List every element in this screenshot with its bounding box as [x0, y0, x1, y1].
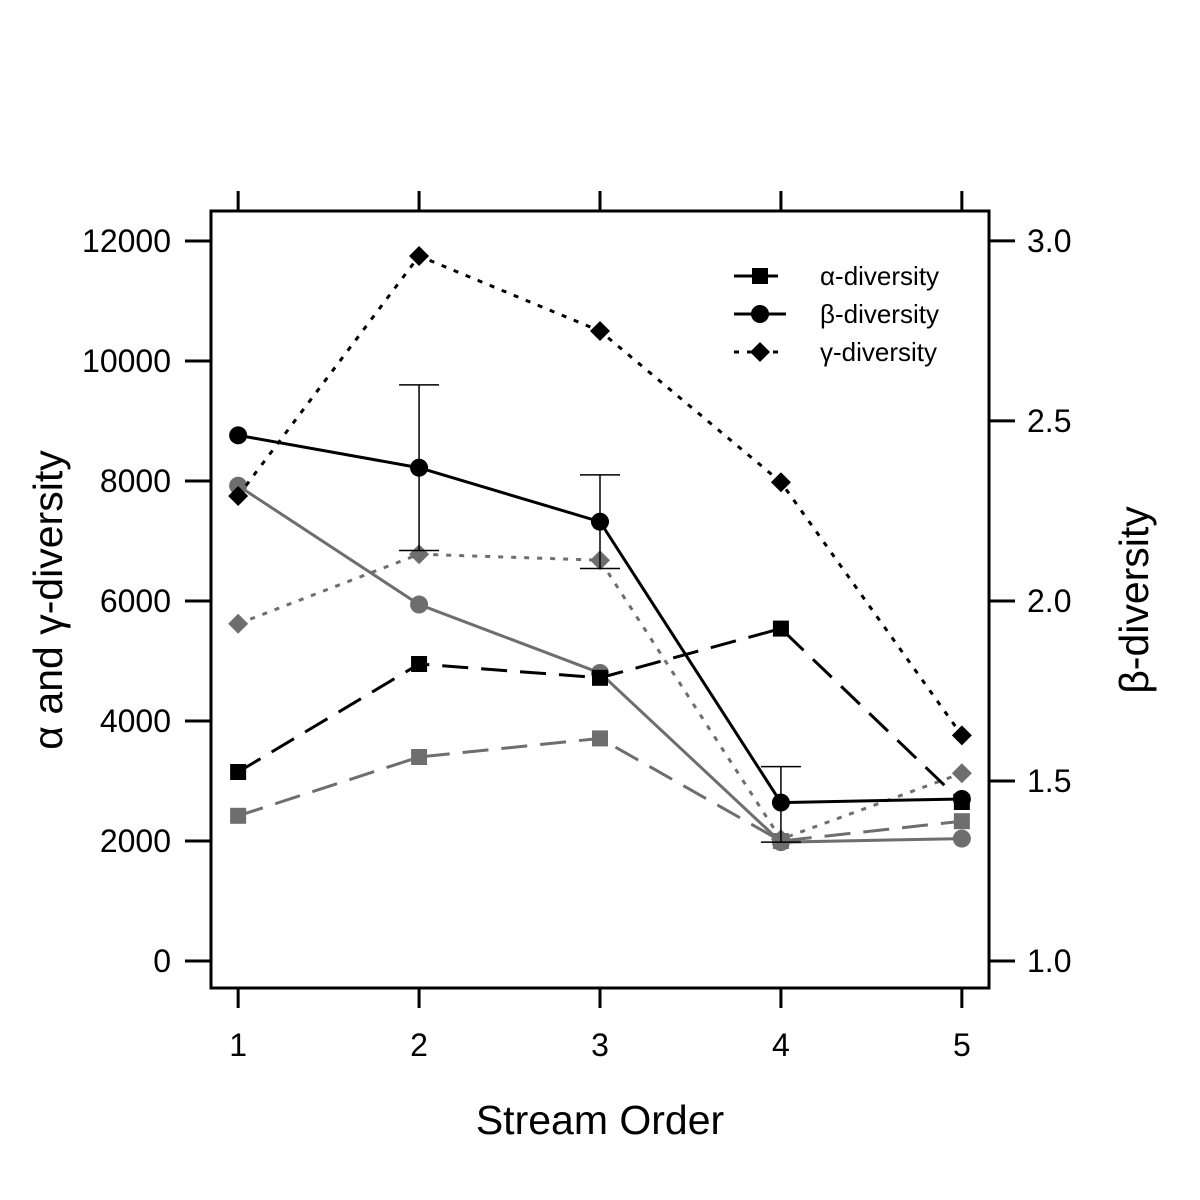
right-y-tick-label: 3.0 — [1027, 223, 1071, 259]
right-y-tick-label: 1.5 — [1027, 763, 1071, 799]
right-y-tick-label: 2.5 — [1027, 403, 1071, 439]
gray-alpha-point — [953, 813, 970, 830]
gray-alpha-point — [411, 749, 428, 765]
left-y-tick-label: 8000 — [100, 463, 171, 499]
black-gamma-point — [228, 486, 249, 506]
gray-beta-point — [952, 829, 971, 848]
gray-gamma-point — [228, 613, 249, 634]
right-y-tick-label: 2.0 — [1027, 583, 1071, 619]
gray-gamma-line — [237, 552, 963, 842]
gray-gamma-point — [409, 544, 430, 565]
black-beta-point — [410, 458, 429, 477]
black-beta-point — [952, 789, 971, 808]
black-alpha-point — [411, 656, 428, 672]
legend-entry-alpha: α-diversity — [734, 261, 939, 291]
gray-beta-point — [410, 595, 429, 614]
right-y-tick-label: 1.0 — [1027, 943, 1071, 979]
gray-alpha-line — [237, 736, 963, 843]
x-axis-title: Stream Order — [476, 1097, 724, 1143]
left-y-tick-label: 6000 — [100, 583, 171, 619]
black-gamma-point — [590, 321, 610, 341]
legend: α-diversity β-diversity γ-diversity — [734, 261, 939, 367]
legend-label: α-diversity — [820, 261, 939, 291]
series-layer — [228, 246, 972, 852]
legend-marker — [752, 268, 768, 284]
gray-alpha-series — [230, 730, 970, 849]
legend-entry-gamma: γ-diversity — [734, 337, 937, 367]
legend-label: β-diversity — [820, 299, 939, 329]
black-gamma-point — [409, 246, 430, 266]
black-alpha-point — [592, 669, 608, 686]
gray-alpha-point — [230, 807, 247, 824]
legend-label: γ-diversity — [820, 337, 937, 367]
black-beta-point — [591, 512, 609, 531]
legend-marker — [751, 305, 769, 323]
gray-beta-point — [229, 476, 248, 495]
black-beta-point — [229, 426, 248, 445]
black-gamma-series — [228, 246, 972, 746]
black-beta-series — [229, 384, 971, 843]
black-alpha-line — [237, 626, 963, 804]
left-y-tick-label: 4000 — [100, 703, 171, 739]
left-y-tick-label: 12000 — [82, 223, 171, 259]
x-tick-label: 3 — [591, 1027, 609, 1063]
gray-gamma-series — [228, 544, 972, 850]
gray-gamma-point — [951, 763, 972, 784]
black-alpha-series — [230, 620, 970, 810]
black-gamma-point — [951, 725, 972, 746]
left-y-axis-title: α and γ-diversity — [25, 450, 71, 750]
left-y-tick-label: 0 — [153, 943, 171, 979]
black-beta-point — [771, 793, 790, 812]
axes-layer: 1 2 3 4 5 0 2000 4000 6000 8000 10000 12000 1.0 1.5 2.… — [82, 191, 1071, 1063]
gray-alpha-point — [592, 730, 608, 747]
left-y-tick-label: 10000 — [82, 343, 171, 379]
legend-entry-beta: β-diversity — [734, 299, 939, 329]
x-tick-label: 2 — [410, 1027, 428, 1063]
x-tick-label: 4 — [772, 1027, 790, 1063]
left-y-tick-label: 2000 — [100, 823, 171, 859]
black-alpha-point — [772, 620, 789, 637]
black-gamma-point — [770, 472, 791, 493]
x-tick-label: 1 — [229, 1027, 247, 1063]
right-y-axis-title: β-diversity — [1111, 506, 1157, 694]
legend-marker — [750, 342, 770, 362]
black-alpha-point — [230, 764, 247, 780]
x-tick-label: 5 — [953, 1027, 971, 1063]
